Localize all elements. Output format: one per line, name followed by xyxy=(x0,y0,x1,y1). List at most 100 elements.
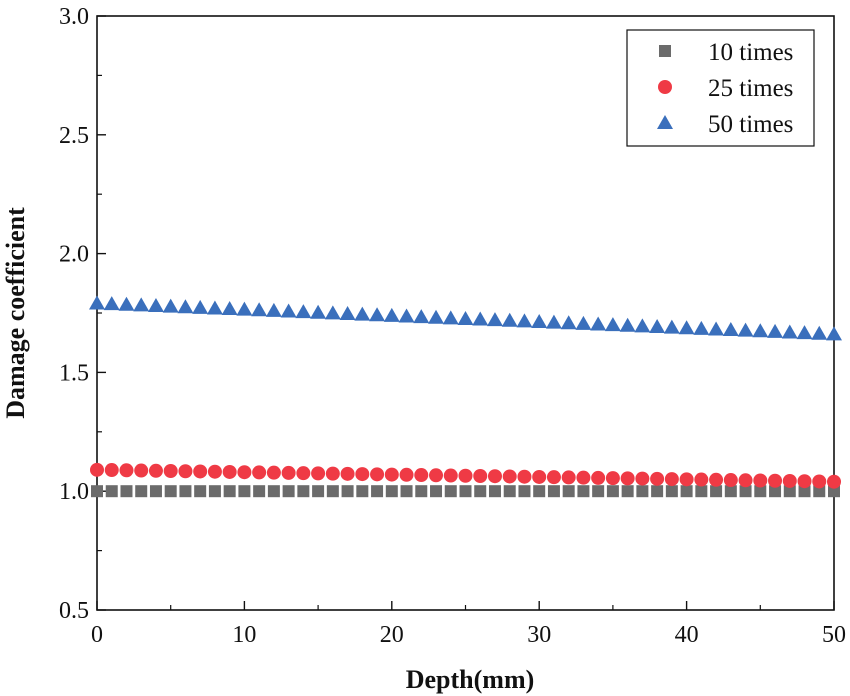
data-point xyxy=(457,310,474,325)
data-point xyxy=(282,485,295,498)
data-point xyxy=(398,308,415,323)
data-point xyxy=(222,464,237,479)
data-point xyxy=(296,466,311,481)
data-point xyxy=(636,485,649,498)
data-point xyxy=(635,471,650,486)
data-point xyxy=(179,485,192,498)
data-point xyxy=(562,485,575,498)
data-point xyxy=(680,485,693,498)
data-point xyxy=(472,311,489,326)
data-point xyxy=(503,485,516,498)
x-tick-label: 0 xyxy=(91,622,103,648)
data-point xyxy=(384,467,399,482)
data-point xyxy=(340,466,355,481)
data-point xyxy=(532,469,547,484)
data-point xyxy=(516,313,533,328)
data-point xyxy=(312,485,325,498)
data-point xyxy=(545,314,562,329)
data-point xyxy=(473,468,488,483)
data-point xyxy=(797,474,812,489)
data-point xyxy=(90,462,104,477)
data-point xyxy=(206,300,223,315)
data-point xyxy=(370,467,385,482)
data-point xyxy=(135,485,148,498)
data-point xyxy=(341,485,354,498)
data-point xyxy=(207,464,222,479)
data-point xyxy=(678,320,695,335)
data-point xyxy=(577,485,590,498)
y-tick-label: 3.0 xyxy=(59,4,89,30)
data-point xyxy=(798,485,811,498)
data-point xyxy=(118,296,135,311)
data-point xyxy=(163,464,178,479)
legend-marker xyxy=(658,80,672,94)
data-point xyxy=(783,485,796,498)
data-point xyxy=(739,485,752,498)
data-point xyxy=(119,463,134,478)
data-point xyxy=(194,485,207,498)
data-point xyxy=(458,468,473,483)
data-point xyxy=(486,312,503,327)
data-point xyxy=(796,325,813,340)
data-point xyxy=(651,485,664,498)
y-tick-label: 2.0 xyxy=(59,242,89,268)
data-point xyxy=(442,310,459,325)
data-point xyxy=(413,309,430,324)
data-point xyxy=(120,485,133,498)
data-point xyxy=(414,468,429,483)
data-point xyxy=(665,485,678,498)
data-point xyxy=(383,307,400,322)
data-point xyxy=(147,297,164,312)
data-point xyxy=(324,305,341,320)
data-point xyxy=(695,485,708,498)
data-point xyxy=(693,320,710,335)
data-point xyxy=(443,468,458,483)
data-point xyxy=(533,485,546,498)
data-point xyxy=(104,463,119,478)
data-point xyxy=(591,470,606,485)
y-tick-label: 1.5 xyxy=(59,360,89,386)
data-point xyxy=(371,485,384,498)
y-axis: 0.5 1.0 1.5 2.0 2.5 3.0 xyxy=(59,4,106,624)
data-point xyxy=(723,473,738,488)
data-point xyxy=(738,473,753,488)
data-point xyxy=(722,322,739,337)
data-point xyxy=(251,302,268,317)
data-point xyxy=(604,317,621,332)
data-point xyxy=(430,485,443,498)
data-point xyxy=(236,301,253,316)
data-point xyxy=(827,474,841,489)
data-point xyxy=(649,318,666,333)
data-point xyxy=(177,299,194,314)
data-point xyxy=(369,307,386,322)
data-point xyxy=(325,466,340,481)
data-point xyxy=(575,315,592,330)
data-point xyxy=(415,485,428,498)
legend-label: 50 times xyxy=(708,111,793,138)
data-point xyxy=(620,471,635,486)
data-point xyxy=(311,466,326,481)
y-tick-label: 2.5 xyxy=(59,123,89,149)
data-point xyxy=(753,473,768,488)
data-point xyxy=(223,485,236,498)
data-point xyxy=(164,485,177,498)
data-point xyxy=(103,296,120,311)
data-point xyxy=(812,474,827,489)
data-point xyxy=(105,485,118,498)
data-point xyxy=(752,323,769,338)
data-point xyxy=(592,485,605,498)
data-point xyxy=(428,309,445,324)
data-point xyxy=(768,473,783,488)
data-point xyxy=(266,465,281,480)
data-point xyxy=(650,471,665,486)
data-point xyxy=(91,485,103,498)
series-0 xyxy=(91,485,840,498)
data-point xyxy=(162,298,179,313)
y-tick-label: 1.0 xyxy=(59,479,89,505)
data-point xyxy=(178,464,193,479)
data-point xyxy=(664,472,679,487)
data-point xyxy=(590,316,607,331)
data-point xyxy=(619,317,636,332)
data-point xyxy=(133,297,150,312)
legend-marker xyxy=(659,45,671,57)
